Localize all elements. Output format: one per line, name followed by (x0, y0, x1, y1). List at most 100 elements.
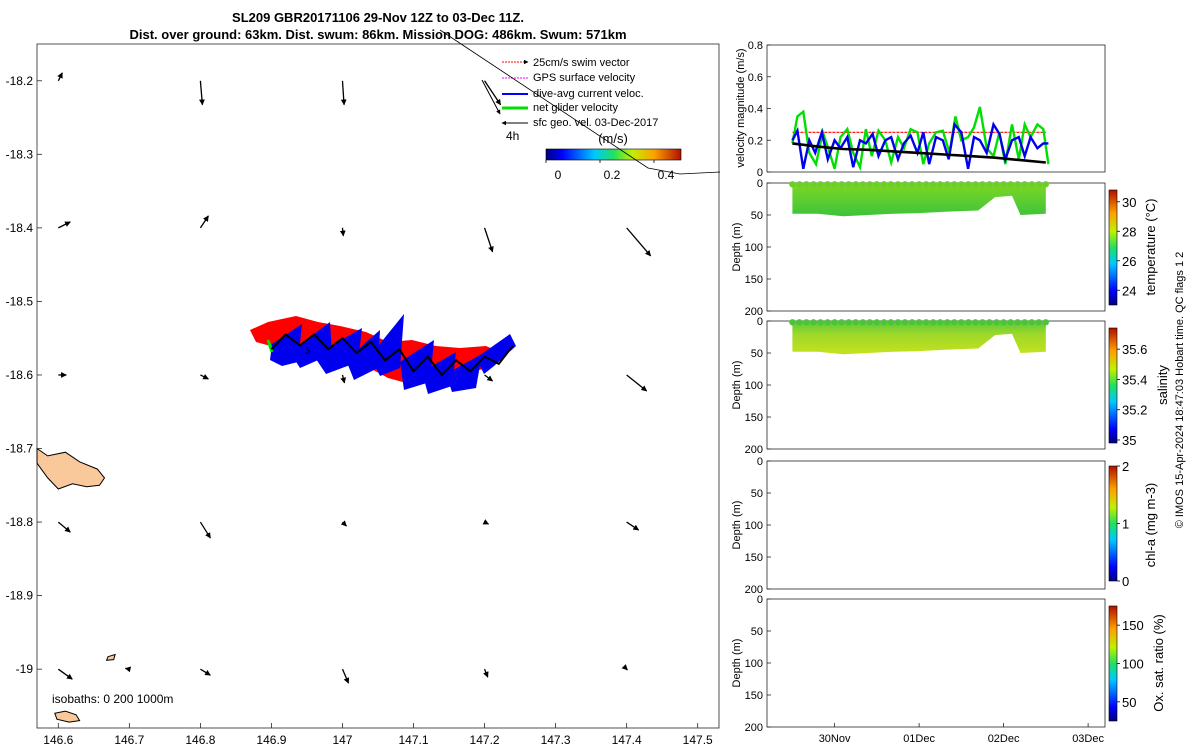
legend-geo-label: sfc geo. vel. 03-Dec-2017 (533, 117, 658, 129)
surface-profile-dot (901, 181, 909, 188)
surface-profile-dot (887, 181, 895, 188)
map-x-tick-label: 147.4 (612, 733, 642, 747)
map-y-tick-label: -19 (16, 662, 34, 676)
oxygen-colorbar-ticks: 50 100 150 (1117, 618, 1144, 710)
y-tick-label: 150 (745, 690, 763, 702)
map-x-tick-label: 147.3 (541, 733, 571, 747)
map-y-tick-label: -18.7 (6, 442, 34, 456)
surface-profile-dot (1028, 319, 1036, 326)
geo-velocity-arrow (482, 519, 490, 525)
glider-vector-swath (250, 314, 516, 394)
surface-profile-dot (1000, 319, 1007, 326)
map-legend: 25cm/s swim vector GPS surface velocity … (481, 57, 658, 143)
y-tick-label: 100 (745, 380, 763, 392)
surface-profile-dot (824, 181, 831, 188)
surface-profile-dot (915, 181, 923, 188)
y-tick-label: 200 (745, 722, 763, 734)
colorbar-tick-label: 1 (1122, 517, 1129, 532)
surface-profile-dot (817, 319, 824, 326)
surface-profile-dot (789, 181, 796, 188)
imos-side-note: © IMOS 15-Apr-2024 18:47:03 Hobart time.… (1174, 252, 1186, 529)
speed-colorbar-tick-label: 0.4 (658, 168, 675, 182)
colorbar-tick-label: 35 (1122, 433, 1136, 448)
salinity-colorbar-label: salinity (1155, 365, 1170, 405)
geo-velocity-arrow (484, 80, 502, 106)
velocity-y-tick-label: 0.6 (748, 72, 763, 84)
surface-profile-dot (838, 181, 845, 188)
salinity-colorbar (1108, 327, 1118, 444)
legend-dive-label: dive-avg current veloc. (533, 88, 644, 100)
surface-profile-dot (1042, 319, 1050, 326)
surface-profile-dot (965, 319, 972, 326)
surface-profile-dot (810, 319, 817, 326)
map-land-layer (36, 447, 116, 723)
geo-velocity-arrow (199, 215, 209, 229)
surface-profile-dot (894, 319, 902, 326)
isobaths-note: isobaths: 0 200 1000m (52, 692, 173, 706)
legend-swim-label: 25cm/s swim vector (533, 57, 630, 69)
geo-velocity-arrow (626, 227, 652, 257)
geo-velocity-arrow (199, 80, 205, 106)
surface-profile-dot (1014, 181, 1021, 188)
y-tick-label: 150 (745, 274, 763, 286)
y-tick-label: 200 (745, 584, 763, 596)
surface-profile-dot (852, 319, 859, 326)
colorbar-tick-label: 30 (1122, 195, 1136, 210)
geo-velocity-arrow (58, 221, 71, 229)
velocity-ylabel: velocity magnitude (m/s) (735, 48, 747, 167)
y-tick-label: 0 (757, 456, 763, 468)
colorbar-tick-label: 35.6 (1122, 342, 1147, 357)
date-tick-label: 30Nov (819, 733, 851, 745)
surface-profile-dot (993, 319, 1000, 326)
surface-profile-dot (901, 319, 909, 326)
surface-profile-dot (1007, 181, 1014, 188)
legend-gps-label: GPS surface velocity (533, 72, 636, 84)
velocity-y-tick-label: 0.2 (748, 135, 763, 147)
map-y-ticks: -18.2 -18.3 -18.4 -18.5 -18.6 -18.7 -18.8 -18.9… (6, 74, 42, 676)
surface-profile-dot (972, 181, 979, 188)
map-y-tick-label: -18.9 (6, 589, 34, 603)
surface-profile-dot (873, 181, 880, 188)
oxygen-axes-box (766, 598, 1106, 728)
colorbar-tick-label: 28 (1122, 224, 1136, 239)
y-tick-label: 50 (751, 348, 763, 360)
surface-profile-dot (986, 319, 993, 326)
surface-profile-dot (880, 181, 888, 188)
geo-velocity-arrow (340, 80, 347, 106)
map-y-tick-label: -18.3 (6, 147, 34, 161)
surface-profile-dot (845, 319, 852, 326)
map-x-tick-label: 147.2 (470, 733, 500, 747)
date-tick-label: 03Dec (1072, 733, 1104, 745)
geo-velocity-arrow (340, 374, 347, 384)
geo-velocity-arrow (124, 666, 132, 673)
surface-profile-dot (922, 181, 930, 188)
geo-velocity-arrow (200, 668, 211, 676)
surface-profile-dot (852, 181, 859, 188)
surface-profile-dot (930, 319, 937, 326)
surface-profile-dot (944, 319, 951, 326)
date-tick-label: 02Dec (988, 733, 1020, 745)
salinity-section (792, 321, 1046, 355)
map-x-tick-label: 147.5 (683, 733, 713, 747)
surface-profile-dot (859, 181, 866, 188)
surface-profile-dot (803, 181, 810, 188)
surface-profile-dot (894, 181, 902, 188)
surface-profile-dot (993, 181, 1000, 188)
geo-velocity-arrow (626, 521, 640, 531)
y-tick-label: 100 (745, 242, 763, 254)
colorbar-tick-label: 2 (1122, 459, 1129, 474)
velocity-series-layer (791, 106, 1050, 172)
surface-profile-dot (965, 181, 972, 188)
leader-line (439, 29, 721, 175)
geo-velocity-arrow (57, 668, 73, 680)
map-geo-vector-layer (57, 72, 652, 684)
legend-net-label: net glider velocity (533, 102, 618, 114)
y-tick-label: 200 (745, 444, 763, 456)
net-velocity-segment (266, 339, 274, 353)
y-tick-label: 150 (745, 552, 763, 564)
speed-colorbar-tick-label: 0 (555, 168, 562, 182)
figure-title-line1: SL209 GBR20171106 29-Nov 12Z to 03-Dec 1… (232, 10, 524, 25)
salinity-ylabel: Depth (m) (731, 361, 743, 410)
oxygen-colorbar-label: Ox. sat. ratio (%) (1151, 614, 1166, 712)
